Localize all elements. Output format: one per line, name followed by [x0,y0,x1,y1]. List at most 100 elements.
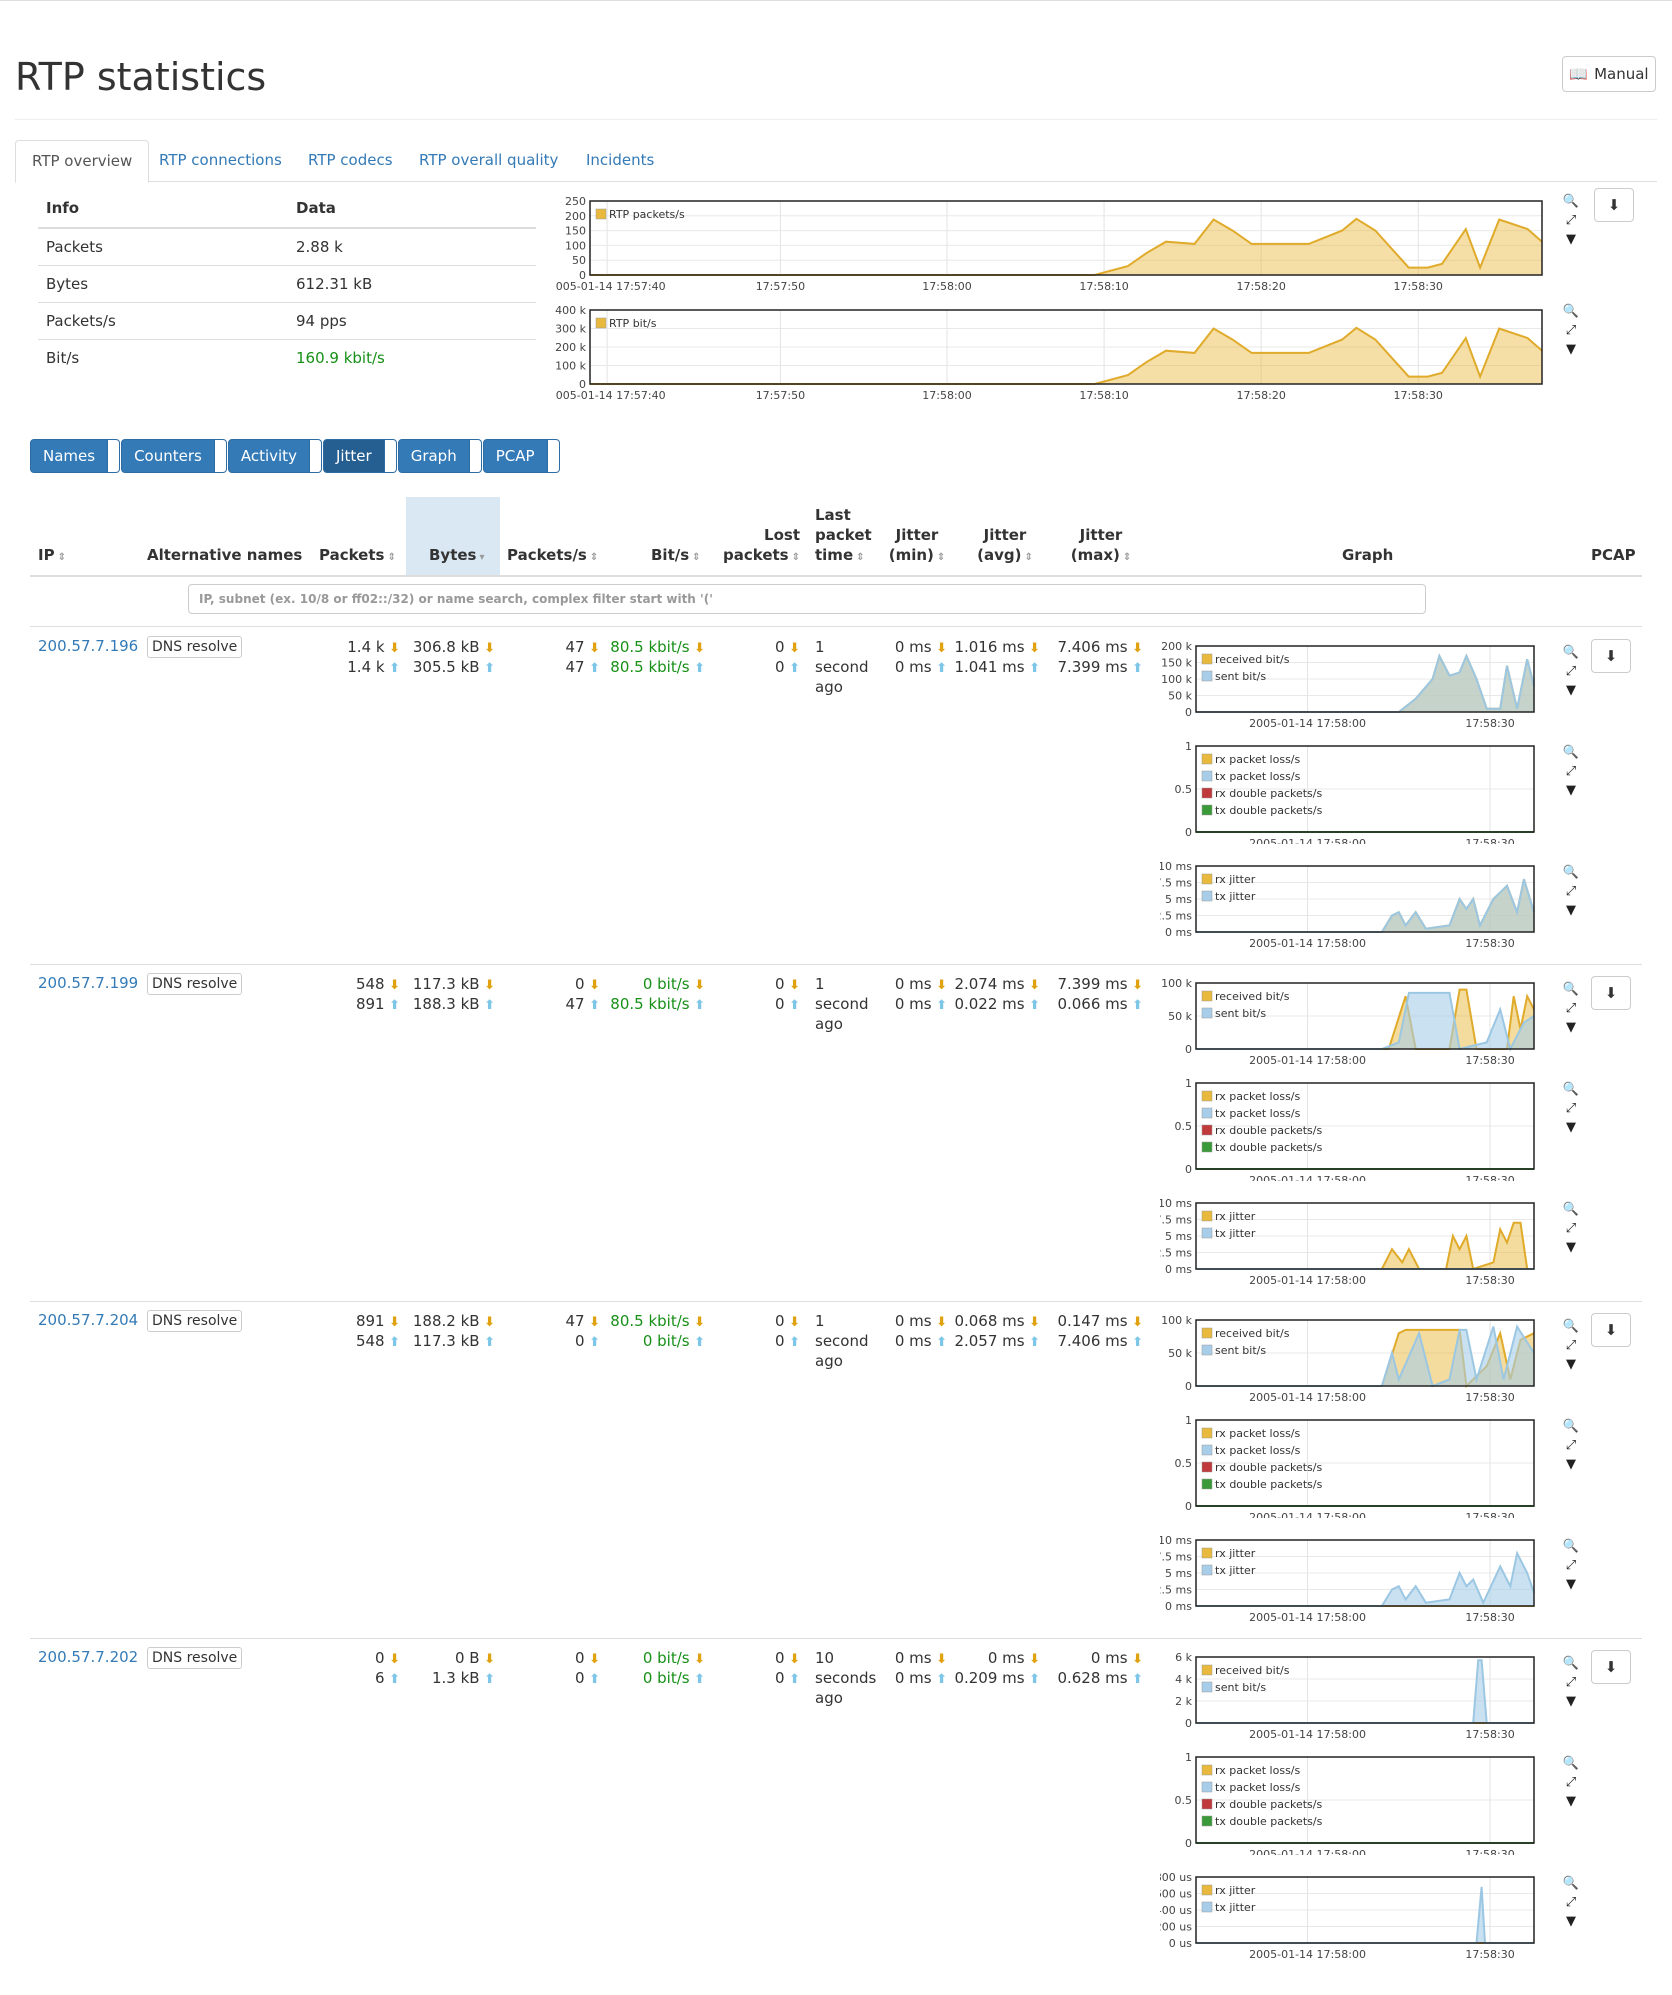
search-filter-input[interactable]: IP, subnet (ex. 10/8 or ff02::/32) or na… [188,584,1426,614]
pcap-toggle[interactable] [547,439,560,473]
manual-button[interactable]: 📖 Manual [1562,56,1656,92]
caret-down-icon[interactable]: ▼ [1566,1914,1576,1929]
zoom-icon[interactable]: 🔍 [1562,1656,1580,1671]
collapse-icon[interactable]: ⤢ [1565,323,1577,338]
caret-down-icon[interactable]: ▼ [1566,1240,1576,1255]
zoom-icon[interactable]: 🔍 [1562,745,1580,760]
collapse-icon[interactable]: ⤢ [1565,1221,1577,1236]
header-last-packet-time[interactable]: Last packet time ⇕ [815,506,872,564]
zoom-icon[interactable]: 🔍 [1562,1756,1580,1771]
zoom-icon[interactable]: 🔍 [1562,1539,1580,1554]
header-ip[interactable]: IP ⇕ [38,546,66,564]
arrow-down-icon: ⬇ [1024,1315,1040,1330]
zoom-icon[interactable]: 🔍 [1562,982,1580,997]
caret-down-icon[interactable]: ▼ [1566,783,1576,798]
names-toggle[interactable] [108,439,121,473]
zoom-icon[interactable]: 🔍 [1562,1419,1580,1434]
header-jitter-max[interactable]: Jitter (max) ⇕ [1070,526,1132,564]
x-tick-label: 2005-01-14 17:58:00 [1249,717,1366,730]
caret-down-icon[interactable]: ▼ [1566,1457,1576,1472]
ip-link[interactable]: 200.57.7.199 [38,974,139,992]
dns-resolve-button[interactable]: DNS resolve [147,1647,243,1669]
arrow-up-icon: ⬆ [784,661,800,676]
graph-toggle[interactable] [469,439,482,473]
zoom-icon[interactable]: 🔍 [1562,1319,1580,1334]
tab-incidents[interactable]: Incidents [586,151,655,169]
header-lost-packets[interactable]: Lost packets ⇕ [723,526,800,564]
header-packets-per-sec[interactable]: Packets/s ⇕ [507,546,599,564]
zoom-icon[interactable]: 🔍 [1562,645,1580,660]
table-row: Packets 2.88 k [38,227,536,265]
dns-resolve-button[interactable]: DNS resolve [147,636,243,658]
zoom-icon[interactable]: 🔍 [1562,1202,1580,1217]
names-button[interactable]: Names [30,439,109,473]
graph-button[interactable]: Graph [397,439,470,473]
zoom-icon[interactable]: 🔍 [1562,1082,1580,1097]
tab-rtp-overall-quality[interactable]: RTP overall quality [419,151,559,169]
counters-button[interactable]: Counters [121,439,215,473]
collapse-icon[interactable]: ⤢ [1565,1895,1577,1910]
jitter-button[interactable]: Jitter [322,439,385,473]
jitter-min-value-text: 0 ms [894,1649,932,1667]
collapse-icon[interactable]: ⤢ [1565,213,1577,228]
ip-link[interactable]: 200.57.7.196 [38,637,139,655]
legend-swatch [1201,1124,1213,1136]
zoom-icon[interactable]: 🔍 [1562,304,1580,319]
collapse-icon[interactable]: ⤢ [1565,1438,1577,1453]
header-jitter-avg[interactable]: Jitter (avg) ⇕ [977,526,1033,564]
activity-toggle[interactable] [309,439,322,473]
caret-down-icon[interactable]: ▼ [1566,903,1576,918]
caret-down-icon[interactable]: ▼ [1566,683,1576,698]
tab-rtp-overview[interactable]: RTP overview [15,140,150,183]
pcap-download-button[interactable]: ⬇ [1591,639,1631,673]
dns-resolve-button[interactable]: DNS resolve [147,973,243,995]
tab-rtp-connections[interactable]: RTP connections [159,151,282,169]
series-line [1196,1324,1535,1388]
collapse-icon[interactable]: ⤢ [1565,664,1577,679]
series-area [1196,879,1534,932]
dns-resolve-button[interactable]: DNS resolve [147,1310,243,1332]
caret-down-icon[interactable]: ▼ [1566,1020,1576,1035]
caret-down-icon[interactable]: ▼ [1566,342,1576,357]
collapse-icon[interactable]: ⤢ [1565,1001,1577,1016]
zoom-icon[interactable]: 🔍 [1562,194,1580,209]
header-bytes[interactable]: Bytes ▾ [429,546,485,564]
bits-value: 80.5 kbit/s ⬇ [600,637,705,659]
caret-down-icon[interactable]: ▼ [1566,232,1576,247]
ip-link[interactable]: 200.57.7.202 [38,1648,139,1666]
y-tick-label: 0 [1185,1837,1192,1850]
tab-rtp-codecs[interactable]: RTP codecs [308,151,393,169]
collapse-icon[interactable]: ⤢ [1565,884,1577,899]
zoom-icon[interactable]: 🔍 [1562,1876,1580,1891]
header-bits-per-sec[interactable]: Bit/s ⇕ [651,546,701,564]
collapse-icon[interactable]: ⤢ [1565,1675,1577,1690]
collapse-icon[interactable]: ⤢ [1565,1101,1577,1116]
chart-controls: 🔍 ⤢ ▼ [1560,863,1582,920]
collapse-icon[interactable]: ⤢ [1565,1558,1577,1573]
caret-down-icon[interactable]: ▼ [1566,1357,1576,1372]
collapse-icon[interactable]: ⤢ [1565,1338,1577,1353]
header-packets[interactable]: Packets ⇕ [319,546,396,564]
caret-down-icon[interactable]: ▼ [1566,1794,1576,1809]
zoom-icon[interactable]: 🔍 [1562,865,1580,880]
pcap-download-button[interactable]: ⬇ [1591,976,1631,1010]
download-button[interactable]: ⬇ [1594,188,1634,222]
caret-down-icon[interactable]: ▼ [1566,1694,1576,1709]
jitter-toggle[interactable] [384,439,397,473]
pcap-download-button[interactable]: ⬇ [1591,1650,1631,1684]
caret-down-icon[interactable]: ▼ [1566,1577,1576,1592]
caret-down-icon[interactable]: ▼ [1566,1120,1576,1135]
header-jitter-min[interactable]: Jitter (min) ⇕ [888,526,946,564]
jitter-max-value-text: 0 ms [1090,1649,1128,1667]
legend-swatch [1201,770,1213,782]
collapse-icon[interactable]: ⤢ [1565,1775,1577,1790]
ip-link[interactable]: 200.57.7.204 [38,1311,139,1329]
counters-toggle[interactable] [214,439,227,473]
x-tick-label: 2005-01-14 17:58:00 [1249,1274,1366,1287]
arrow-down-icon: ⬇ [931,641,947,656]
collapse-icon[interactable]: ⤢ [1565,764,1577,779]
pcap-button[interactable]: PCAP [482,439,548,473]
activity-button[interactable]: Activity [227,439,310,473]
pcap-download-button[interactable]: ⬇ [1591,1313,1631,1347]
